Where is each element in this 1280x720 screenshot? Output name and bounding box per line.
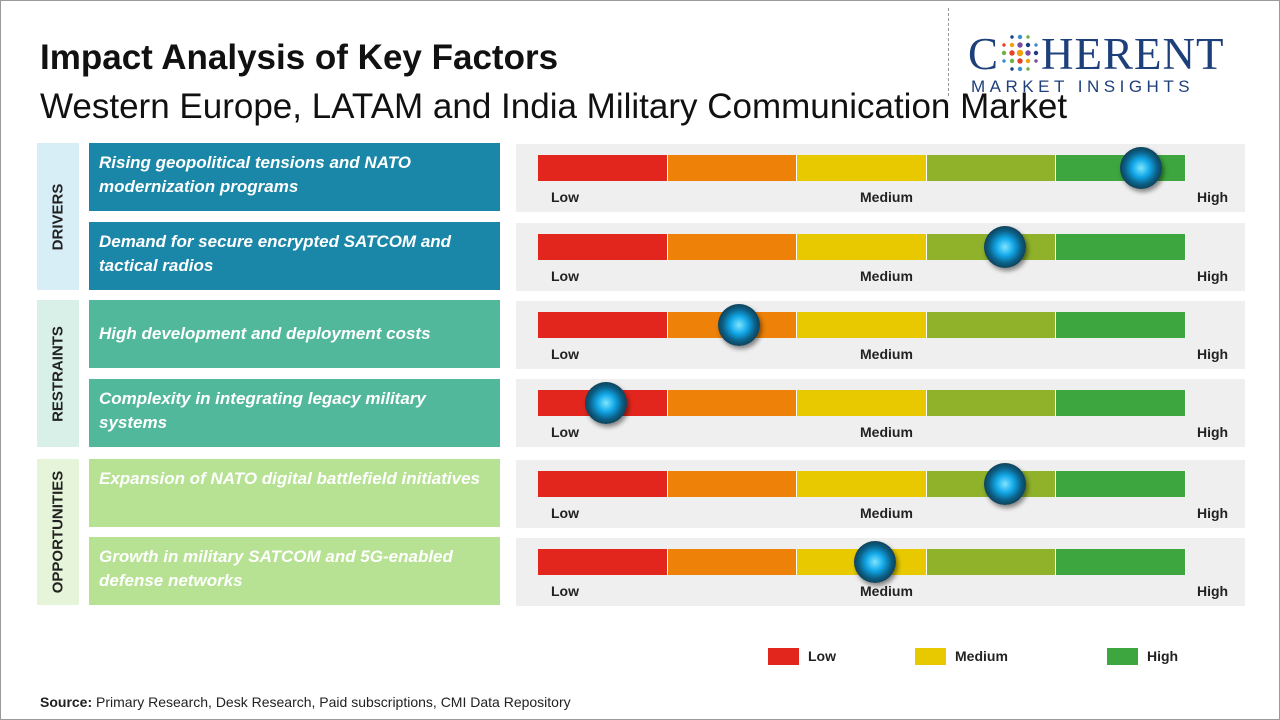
impact-indicator-knob <box>983 226 1026 268</box>
category-label-text: RESTRAINTS <box>49 325 67 422</box>
scale-segment <box>797 471 927 497</box>
page-subtitle: Western Europe, LATAM and India Military… <box>40 87 1068 126</box>
scale-label-low: Low <box>551 505 579 521</box>
scale-label-low: Low <box>551 189 579 205</box>
scale-label-low: Low <box>551 346 579 362</box>
scale-segment <box>667 390 798 416</box>
scale-segment <box>797 234 927 260</box>
scale-label-medium: Medium <box>860 189 913 205</box>
scale-segment <box>797 312 927 338</box>
scale-segment <box>538 155 668 181</box>
impact-scale-bar <box>538 147 1186 189</box>
legend-swatch <box>915 648 946 665</box>
header-divider <box>948 8 949 96</box>
factor-box: Rising geopolitical tensions and NATO mo… <box>89 143 500 211</box>
logo-wordmark: C HERENT <box>968 29 1225 79</box>
factor-box: Complexity in integrating legacy militar… <box>89 379 500 447</box>
logo-tagline: MARKET INSIGHTS <box>971 77 1195 96</box>
scale-label-medium: Medium <box>860 424 913 440</box>
scale-label-high: High <box>1197 583 1229 599</box>
scale-segment <box>797 390 927 416</box>
scale-segment <box>926 155 1057 181</box>
factor-box: High development and deployment costs <box>89 300 500 368</box>
impact-indicator-knob <box>585 382 628 424</box>
factor-box: Growth in military SATCOM and 5G-enabled… <box>89 537 500 605</box>
scale-segment <box>538 471 668 497</box>
scale-segment <box>1056 390 1186 416</box>
impact-meter: Low Medium High <box>516 301 1245 369</box>
company-logo: C HERENT MARKET INSIGHTS <box>968 30 1268 100</box>
scale-segment <box>797 155 927 181</box>
category-label-restraints: RESTRAINTS <box>37 300 79 447</box>
scale-segment <box>667 234 798 260</box>
impact-meter: Low Medium High <box>516 460 1245 528</box>
impact-scale-bar <box>538 226 1186 268</box>
scale-segment <box>1056 549 1186 575</box>
impact-indicator-knob <box>1119 147 1162 189</box>
scale-segment <box>538 234 668 260</box>
scale-segment <box>1056 234 1186 260</box>
scale-segment <box>667 471 798 497</box>
scale-segment <box>667 549 798 575</box>
category-label-text: OPPORTUNITIES <box>49 470 67 594</box>
scale-label-medium: Medium <box>860 346 913 362</box>
factor-box: Expansion of NATO digital battlefield in… <box>89 459 500 527</box>
scale-label-medium: Medium <box>860 583 913 599</box>
impact-indicator-knob <box>853 541 896 583</box>
scale-segment <box>538 312 668 338</box>
legend-swatch <box>768 648 799 665</box>
scale-label-high: High <box>1197 505 1229 521</box>
impact-scale-bar <box>538 541 1186 583</box>
factor-box: Demand for secure encrypted SATCOM and t… <box>89 222 500 290</box>
impact-scale-bar <box>538 304 1186 346</box>
legend-swatch <box>1107 648 1138 665</box>
impact-scale-bar <box>538 463 1186 505</box>
scale-label-high: High <box>1197 189 1229 205</box>
legend-label: Low <box>808 648 836 664</box>
page-title: Impact Analysis of Key Factors <box>40 38 559 77</box>
category-label-text: DRIVERS <box>49 183 67 250</box>
scale-label-high: High <box>1197 424 1229 440</box>
scale-label-medium: Medium <box>860 505 913 521</box>
scale-label-medium: Medium <box>860 268 913 284</box>
legend-label: High <box>1147 648 1179 664</box>
scale-segment <box>667 155 798 181</box>
scale-label-low: Low <box>551 268 579 284</box>
scale-segment <box>1056 312 1186 338</box>
scale-label-low: Low <box>551 583 579 599</box>
impact-indicator-knob <box>717 304 760 346</box>
logo-dot-globe-icon <box>999 33 1041 73</box>
impact-scale-bar <box>538 382 1186 424</box>
source-text: Primary Research, Desk Research, Paid su… <box>92 694 571 710</box>
scale-segment <box>538 549 668 575</box>
scale-label-low: Low <box>551 424 579 440</box>
scale-segment <box>926 390 1057 416</box>
scale-segment <box>926 312 1057 338</box>
impact-meter: Low Medium High <box>516 379 1245 447</box>
legend-label: Medium <box>955 648 1008 664</box>
scale-segment <box>926 549 1057 575</box>
impact-meter: Low Medium High <box>516 223 1245 291</box>
impact-meter: Low Medium High <box>516 144 1245 212</box>
scale-segment <box>1056 471 1186 497</box>
impact-meter: Low Medium High <box>516 538 1245 606</box>
scale-label-high: High <box>1197 268 1229 284</box>
category-label-opportunities: OPPORTUNITIES <box>37 459 79 605</box>
source-note: Source: Primary Research, Desk Research,… <box>40 694 571 710</box>
scale-label-high: High <box>1197 346 1229 362</box>
impact-indicator-knob <box>983 463 1026 505</box>
source-label: Source: <box>40 694 93 710</box>
category-label-drivers: DRIVERS <box>37 143 79 290</box>
